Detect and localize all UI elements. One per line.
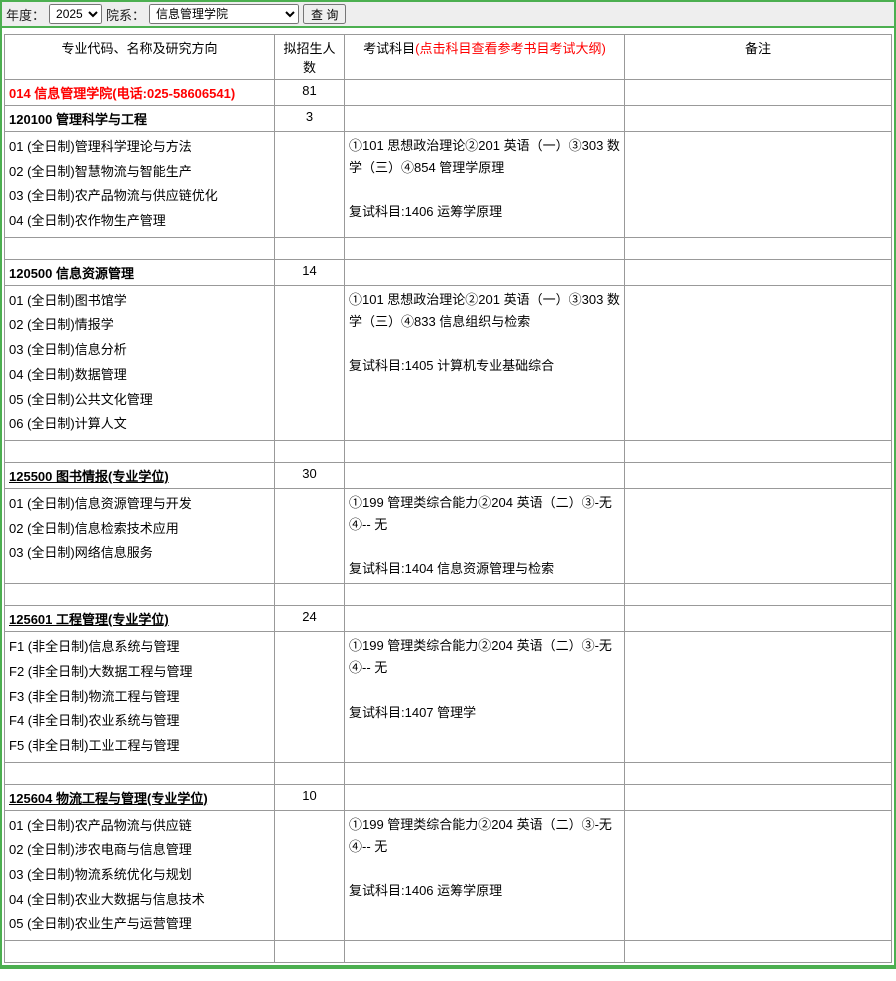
major-row: 120100 管理科学与工程3	[5, 106, 892, 132]
direction-item: 03 (全日制)信息分析	[9, 338, 270, 363]
directions-cell: 01 (全日制)管理科学理论与方法02 (全日制)智慧物流与智能生产03 (全日…	[5, 132, 275, 238]
school-total: 81	[275, 80, 345, 106]
major-count: 24	[275, 606, 345, 632]
query-button[interactable]: 查 询	[303, 4, 346, 24]
exam-initial[interactable]: ①101 思想政治理论②201 英语（一）③303 数学（三）④854 管理学原…	[349, 135, 620, 179]
exam-cell: ①199 管理类综合能力②204 英语（二）③-无④-- 无 复试科目:1404…	[345, 488, 625, 583]
footer-gap	[0, 967, 896, 981]
direction-item: F1 (非全日制)信息系统与管理	[9, 635, 270, 660]
exam-initial[interactable]: ①199 管理类综合能力②204 英语（二）③-无④-- 无	[349, 492, 620, 536]
direction-item: 04 (全日制)数据管理	[9, 363, 270, 388]
spacer-row	[5, 941, 892, 963]
filter-bar: 年度： 2025 院系： 信息管理学院 查 询	[2, 2, 894, 28]
year-select[interactable]: 2025	[49, 4, 102, 24]
direction-item: 03 (全日制)农产品物流与供应链优化	[9, 184, 270, 209]
direction-item: 04 (全日制)农作物生产管理	[9, 209, 270, 234]
direction-item: F4 (非全日制)农业系统与管理	[9, 709, 270, 734]
major-count: 10	[275, 784, 345, 810]
direction-item: 04 (全日制)农业大数据与信息技术	[9, 888, 270, 913]
direction-item: 03 (全日制)网络信息服务	[9, 541, 270, 566]
spacer-row	[5, 762, 892, 784]
directions-cell: 01 (全日制)图书馆学02 (全日制)情报学03 (全日制)信息分析04 (全…	[5, 285, 275, 440]
exam-cell: ①101 思想政治理论②201 英语（一）③303 数学（三）④833 信息组织…	[345, 285, 625, 440]
direction-item: 03 (全日制)物流系统优化与规划	[9, 863, 270, 888]
col-count-header: 拟招生人数	[275, 35, 345, 80]
exam-retest[interactable]: 复试科目:1404 信息资源管理与检索	[349, 558, 620, 580]
major-name: 125601 工程管理(专业学位)	[5, 606, 275, 632]
note-cell	[625, 810, 892, 940]
year-label: 年度：	[6, 5, 45, 24]
direction-item: 01 (全日制)农产品物流与供应链	[9, 814, 270, 839]
direction-item: 02 (全日制)涉农电商与信息管理	[9, 838, 270, 863]
direction-item: 05 (全日制)公共文化管理	[9, 388, 270, 413]
major-count: 14	[275, 259, 345, 285]
direction-item: 01 (全日制)图书馆学	[9, 289, 270, 314]
direction-item: 02 (全日制)信息检索技术应用	[9, 517, 270, 542]
direction-item: 05 (全日制)农业生产与运营管理	[9, 912, 270, 937]
exam-initial[interactable]: ①199 管理类综合能力②204 英语（二）③-无④-- 无	[349, 635, 620, 679]
col-exam-header: 考试科目(点击科目查看参考书目考试大纲)	[345, 35, 625, 80]
exam-cell: ①199 管理类综合能力②204 英语（二）③-无④-- 无 复试科目:1406…	[345, 810, 625, 940]
major-count: 30	[275, 462, 345, 488]
directions-row: 01 (全日制)图书馆学02 (全日制)情报学03 (全日制)信息分析04 (全…	[5, 285, 892, 440]
school-row: 014 信息管理学院(电话:025-58606541)81	[5, 80, 892, 106]
major-name: 125500 图书情报(专业学位)	[5, 462, 275, 488]
note-cell	[625, 132, 892, 238]
directions-cell: 01 (全日制)信息资源管理与开发02 (全日制)信息检索技术应用03 (全日制…	[5, 488, 275, 583]
col-note-header: 备注	[625, 35, 892, 80]
exam-cell: ①199 管理类综合能力②204 英语（二）③-无④-- 无 复试科目:1407…	[345, 632, 625, 762]
direction-item: 01 (全日制)信息资源管理与开发	[9, 492, 270, 517]
direction-item: 06 (全日制)计算人文	[9, 412, 270, 437]
directions-row: 01 (全日制)管理科学理论与方法02 (全日制)智慧物流与智能生产03 (全日…	[5, 132, 892, 238]
dept-select[interactable]: 信息管理学院	[149, 4, 299, 24]
school-name: 014 信息管理学院(电话:025-58606541)	[5, 80, 275, 106]
direction-item: F2 (非全日制)大数据工程与管理	[9, 660, 270, 685]
exam-retest[interactable]: 复试科目:1407 管理学	[349, 702, 620, 724]
major-count: 3	[275, 106, 345, 132]
direction-item: 02 (全日制)智慧物流与智能生产	[9, 160, 270, 185]
major-row: 125601 工程管理(专业学位)24	[5, 606, 892, 632]
table-header-row: 专业代码、名称及研究方向 拟招生人数 考试科目(点击科目查看参考书目考试大纲) …	[5, 35, 892, 80]
dept-label: 院系：	[106, 5, 145, 24]
exam-retest[interactable]: 复试科目:1406 运筹学原理	[349, 880, 620, 902]
direction-item: F3 (非全日制)物流工程与管理	[9, 685, 270, 710]
exam-cell: ①101 思想政治理论②201 英语（一）③303 数学（三）④854 管理学原…	[345, 132, 625, 238]
major-name: 120100 管理科学与工程	[5, 106, 275, 132]
note-cell	[625, 488, 892, 583]
major-name: 125604 物流工程与管理(专业学位)	[5, 784, 275, 810]
direction-item: 01 (全日制)管理科学理论与方法	[9, 135, 270, 160]
major-row: 120500 信息资源管理14	[5, 259, 892, 285]
enrollment-table: 专业代码、名称及研究方向 拟招生人数 考试科目(点击科目查看参考书目考试大纲) …	[4, 34, 892, 963]
directions-row: F1 (非全日制)信息系统与管理F2 (非全日制)大数据工程与管理F3 (非全日…	[5, 632, 892, 762]
note-cell	[625, 632, 892, 762]
directions-row: 01 (全日制)农产品物流与供应链02 (全日制)涉农电商与信息管理03 (全日…	[5, 810, 892, 940]
exam-retest[interactable]: 复试科目:1406 运筹学原理	[349, 201, 620, 223]
directions-cell: 01 (全日制)农产品物流与供应链02 (全日制)涉农电商与信息管理03 (全日…	[5, 810, 275, 940]
note-cell	[625, 285, 892, 440]
direction-item: F5 (非全日制)工业工程与管理	[9, 734, 270, 759]
exam-initial[interactable]: ①101 思想政治理论②201 英语（一）③303 数学（三）④833 信息组织…	[349, 289, 620, 333]
exam-hint[interactable]: (点击科目查看参考书目考试大纲)	[415, 41, 606, 56]
spacer-row	[5, 584, 892, 606]
directions-cell: F1 (非全日制)信息系统与管理F2 (非全日制)大数据工程与管理F3 (非全日…	[5, 632, 275, 762]
direction-item: 02 (全日制)情报学	[9, 313, 270, 338]
spacer-row	[5, 440, 892, 462]
directions-row: 01 (全日制)信息资源管理与开发02 (全日制)信息检索技术应用03 (全日制…	[5, 488, 892, 583]
major-row: 125604 物流工程与管理(专业学位)10	[5, 784, 892, 810]
major-name: 120500 信息资源管理	[5, 259, 275, 285]
exam-retest[interactable]: 复试科目:1405 计算机专业基础综合	[349, 355, 620, 377]
col-name-header: 专业代码、名称及研究方向	[5, 35, 275, 80]
spacer-row	[5, 237, 892, 259]
exam-initial[interactable]: ①199 管理类综合能力②204 英语（二）③-无④-- 无	[349, 814, 620, 858]
major-row: 125500 图书情报(专业学位)30	[5, 462, 892, 488]
